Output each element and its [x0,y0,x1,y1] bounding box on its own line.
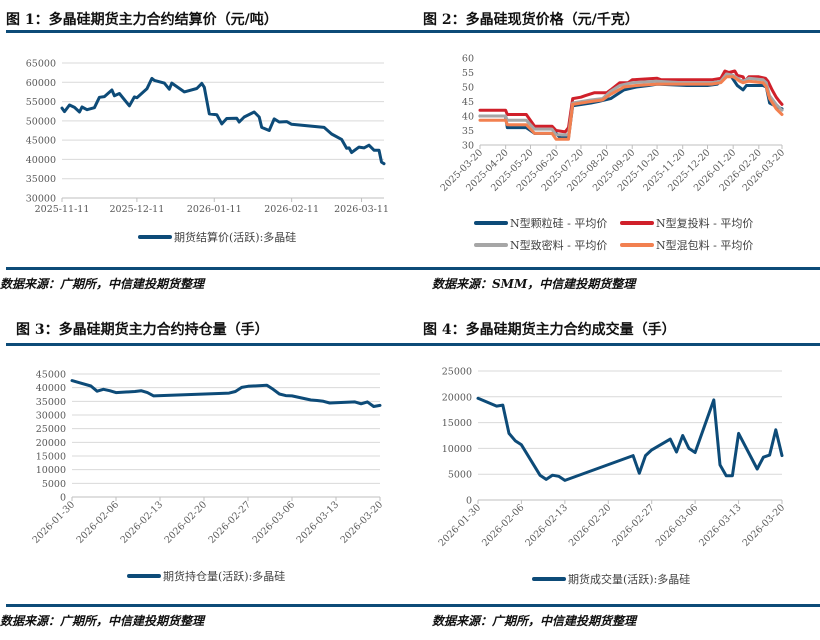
y-tick-label: 30 [462,141,474,152]
chart-4-title: 图 4：多晶硅期货主力合约成交量（手） [423,322,676,338]
legend-swatch [620,243,654,247]
y-tick-label: 5000 [42,479,66,490]
chart-2-legend-item-3: N型致密料 - 平均价 [474,237,607,253]
chart-2-top-rule [410,30,820,33]
y-tick-label: 35000 [26,174,56,185]
chart-2-title: 图 2：多晶硅现货价格（元/千克） [423,12,639,28]
chart-3-source: 数据来源：广期所，中信建投期货整理 [0,614,205,628]
y-tick-label: 40000 [36,383,66,394]
legend-swatch [474,221,508,225]
x-tick-label: 2026-02-13 [119,499,166,546]
chart-2-legend-item-4: N型混包料 - 平均价 [620,237,753,253]
legend-label: 期货成交量(活跃):多晶硅 [568,573,691,586]
x-tick-label: 2026-02-11 [264,204,319,215]
chart-2-source: 数据来源：SMM，中信建投期货整理 [432,277,636,291]
y-tick-label: 60000 [26,78,56,89]
y-tick-label: 5000 [448,470,472,481]
y-tick-label: 0 [466,496,472,507]
x-tick-label: 2026-02-20 [163,499,210,546]
series-line-1 [60,76,386,166]
y-tick-label: 45 [462,97,474,108]
chart-3-bottom-rule [6,604,410,607]
y-tick-label: 30000 [26,194,56,205]
y-tick-label: 55 [462,68,474,79]
chart-1-legend: 期货结算价(活跃):多晶硅 [138,229,296,245]
x-tick-label: 2026-03-20 [741,502,788,549]
y-tick-label: 15000 [36,452,66,463]
chart-3-top-rule [6,343,410,346]
y-tick-label: 25000 [442,367,472,378]
x-tick-label: 2026-03-06 [654,502,701,549]
chart-1-bottom-rule [6,267,410,270]
legend-label: N型致密料 - 平均价 [510,239,608,252]
y-tick-label: 60 [462,54,474,65]
y-tick-label: 30000 [36,411,66,422]
y-tick-label: 10000 [442,444,472,455]
series-line-1 [70,379,382,408]
series-line-2 [478,69,784,134]
y-tick-label: 20000 [36,438,66,449]
y-tick-label: 40000 [26,155,56,166]
legend-swatch [474,243,508,247]
chart-4-legend: 期货成交量(活跃):多晶硅 [532,571,690,587]
x-tick-label: 2026-02-06 [75,499,122,546]
legend-label: N型混包料 - 平均价 [656,239,754,252]
y-tick-label: 45000 [26,136,56,147]
chart-4-source: 数据来源：广期所，中信建投期货整理 [432,614,637,628]
y-tick-label: 45000 [36,370,66,381]
x-tick-label: 2026-02-20 [567,502,614,549]
y-tick-label: 35 [462,126,474,137]
series-line-3 [478,72,784,137]
x-tick-label: 2026-03-06 [251,499,298,546]
chart-2-legend-item-2: N型复投料 - 平均价 [620,215,753,231]
legend-swatch [620,221,654,225]
legend-label: N型颗粒硅 - 平均价 [510,217,608,230]
x-tick-label: 2026-02-06 [480,502,527,549]
y-tick-label: 65000 [26,59,56,70]
y-tick-label: 55000 [26,97,56,108]
chart-1-top-rule [6,30,410,33]
x-tick-label: 2026-03-13 [295,499,342,546]
y-tick-label: 50000 [26,116,56,127]
legend-swatch [127,574,161,578]
series-line-4 [478,75,784,141]
y-tick-label: 10000 [36,465,66,476]
x-tick-label: 2026-03-20 [339,499,386,546]
x-tick-label: 2026-01-11 [187,204,242,215]
chart-1-title: 图 1：多晶硅期货主力合约结算价（元/吨） [6,12,278,28]
x-tick-label: 2026-01-30 [437,502,484,549]
y-tick-label: 50 [462,83,474,94]
x-tick-label: 2026-03-13 [697,502,744,549]
legend-label: 期货结算价(活跃):多晶硅 [174,231,297,244]
x-tick-label: 2026-01-30 [31,499,78,546]
chart-3-title: 图 3：多晶硅期货主力合约持仓量（手） [16,322,269,338]
chart-1-source: 数据来源：广期所，中信建投期货整理 [0,277,205,291]
x-tick-label: 2026-02-27 [610,502,657,549]
y-tick-label: 0 [60,493,66,504]
chart-3-legend: 期货持仓量(活跃):多晶硅 [127,568,285,584]
x-tick-label: 2025-12-11 [109,204,164,215]
y-tick-label: 35000 [36,397,66,408]
y-tick-label: 20000 [442,392,472,403]
y-tick-label: 15000 [442,418,472,429]
chart-2-bottom-rule [410,267,820,270]
legend-label: N型复投料 - 平均价 [656,217,754,230]
legend-label: 期货持仓量(活跃):多晶硅 [163,570,286,583]
chart-4-bottom-rule [410,604,820,607]
chart-2-legend-item-1: N型颗粒硅 - 平均价 [474,215,607,231]
series-line-1 [476,396,784,482]
legend-swatch [532,577,566,581]
x-tick-label: 2026-02-27 [207,499,254,546]
y-tick-label: 25000 [36,424,66,435]
legend-swatch [138,235,172,239]
x-tick-label: 2025-11-11 [35,204,90,215]
x-tick-label: 2026-02-13 [523,502,570,549]
y-tick-label: 40 [462,112,474,123]
x-tick-label: 2026-03-11 [334,204,389,215]
chart-4-top-rule [410,343,820,346]
